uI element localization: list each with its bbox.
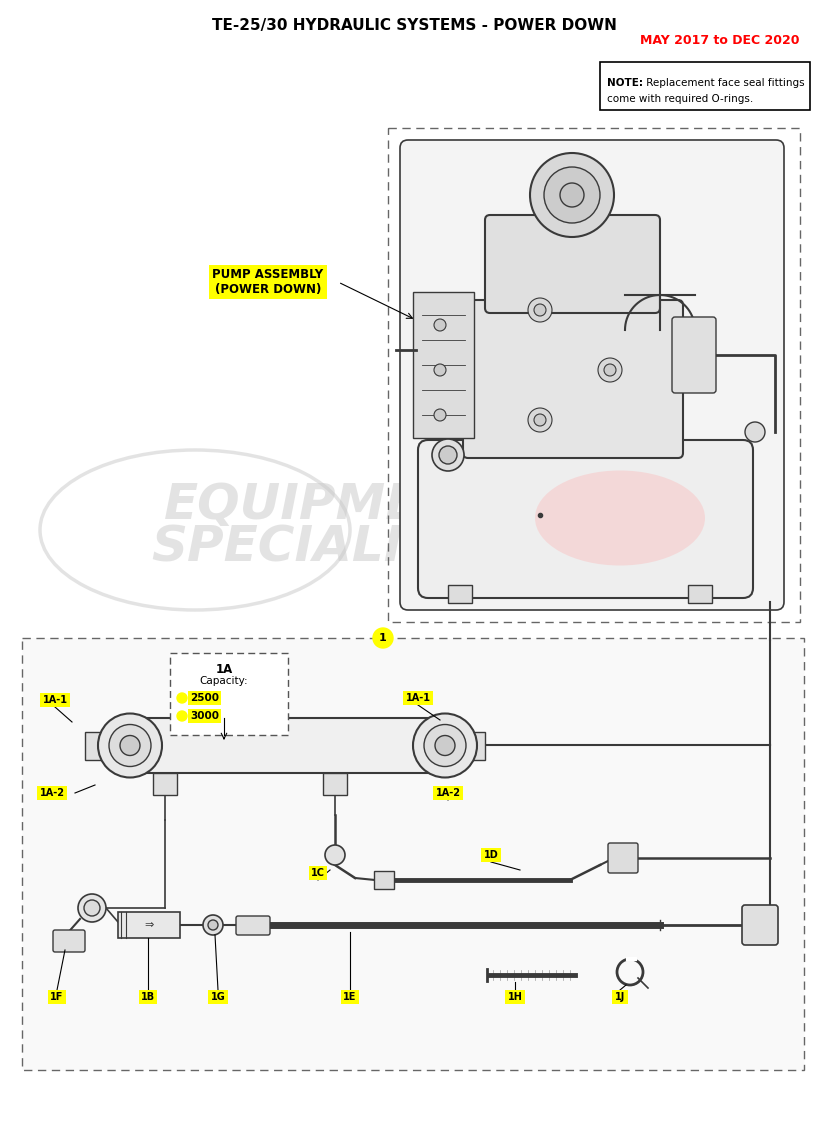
Circle shape — [597, 359, 621, 382]
Circle shape — [744, 422, 764, 442]
Bar — [170, 653, 288, 735]
Circle shape — [438, 446, 457, 464]
Text: 1A-1: 1A-1 — [42, 695, 68, 705]
Text: NOTE:: NOTE: — [606, 78, 643, 88]
Text: 1J: 1J — [614, 992, 624, 1001]
Bar — [444, 732, 485, 760]
Circle shape — [533, 303, 545, 316]
Circle shape — [434, 735, 455, 755]
Text: 1: 1 — [379, 633, 386, 643]
Text: SPECIALISTS: SPECIALISTS — [151, 524, 508, 572]
Circle shape — [423, 725, 466, 767]
Circle shape — [603, 364, 615, 377]
Circle shape — [432, 439, 463, 471]
Text: Replacement face seal fittings: Replacement face seal fittings — [643, 78, 804, 88]
Bar — [447, 584, 471, 602]
Text: 2500: 2500 — [189, 694, 218, 702]
Ellipse shape — [534, 471, 704, 565]
Circle shape — [177, 711, 187, 720]
Text: Capacity:: Capacity: — [199, 676, 248, 686]
FancyBboxPatch shape — [413, 292, 473, 438]
Bar — [687, 584, 711, 602]
Bar — [22, 638, 803, 1070]
Circle shape — [325, 845, 345, 865]
Bar — [388, 128, 799, 622]
Bar — [130, 718, 444, 773]
Circle shape — [203, 915, 222, 935]
Circle shape — [533, 414, 545, 426]
FancyBboxPatch shape — [53, 930, 85, 952]
Text: 1A-1: 1A-1 — [405, 694, 430, 702]
Text: 1A: 1A — [215, 663, 232, 676]
Text: 1E: 1E — [343, 992, 356, 1001]
Text: ⇒: ⇒ — [144, 921, 154, 930]
Text: 1F: 1F — [50, 992, 64, 1001]
Circle shape — [413, 714, 476, 778]
Text: 1H: 1H — [507, 992, 522, 1001]
Bar — [85, 732, 130, 760]
Text: TE-25/30 HYDRAULIC SYSTEMS - POWER DOWN: TE-25/30 HYDRAULIC SYSTEMS - POWER DOWN — [212, 18, 615, 33]
FancyBboxPatch shape — [741, 905, 777, 945]
Circle shape — [120, 735, 140, 755]
Circle shape — [433, 409, 446, 422]
Bar — [600, 62, 809, 110]
Circle shape — [528, 298, 552, 321]
FancyBboxPatch shape — [607, 843, 638, 873]
FancyBboxPatch shape — [374, 871, 394, 889]
Circle shape — [78, 894, 106, 922]
Text: come with required O-rings.: come with required O-rings. — [606, 94, 753, 105]
Circle shape — [528, 408, 552, 432]
Bar — [153, 773, 177, 795]
Circle shape — [84, 900, 100, 916]
FancyBboxPatch shape — [418, 439, 752, 598]
FancyBboxPatch shape — [399, 140, 783, 610]
Text: 1A-2: 1A-2 — [40, 788, 65, 798]
Text: 1G: 1G — [210, 992, 225, 1001]
Text: MAY 2017 to DEC 2020: MAY 2017 to DEC 2020 — [640, 34, 799, 47]
Circle shape — [177, 694, 187, 702]
Text: PUMP ASSEMBLY
(POWER DOWN): PUMP ASSEMBLY (POWER DOWN) — [213, 268, 323, 296]
Bar — [323, 773, 347, 795]
FancyBboxPatch shape — [485, 215, 659, 312]
Circle shape — [529, 153, 614, 237]
Circle shape — [98, 714, 162, 778]
Circle shape — [433, 319, 446, 330]
Bar — [118, 912, 179, 939]
FancyBboxPatch shape — [672, 317, 715, 393]
Text: 1A-2: 1A-2 — [435, 788, 460, 798]
Text: 1B: 1B — [141, 992, 155, 1001]
Circle shape — [559, 183, 583, 207]
Circle shape — [543, 167, 600, 223]
Circle shape — [433, 364, 446, 377]
Circle shape — [372, 628, 393, 649]
Circle shape — [208, 921, 218, 930]
FancyBboxPatch shape — [236, 916, 270, 935]
Text: EQUIPMENT: EQUIPMENT — [164, 481, 495, 529]
Text: 1D: 1D — [483, 850, 498, 860]
Circle shape — [109, 725, 151, 767]
Text: 1C: 1C — [311, 868, 325, 878]
FancyBboxPatch shape — [462, 300, 682, 457]
Text: 3000: 3000 — [189, 711, 218, 720]
